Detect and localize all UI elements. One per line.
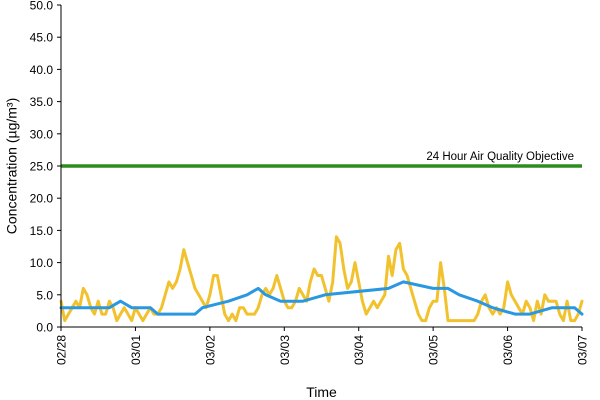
y-tick-label: 35.0 [30,95,54,109]
x-tick-label: 03/07 [576,335,590,365]
y-tick-label: 30.0 [30,127,54,141]
x-tick-label: 03/02 [203,335,217,365]
y-tick-label: 0.0 [36,321,53,335]
y-tick-label: 25.0 [30,160,54,174]
y-axis-title: Concentration (µg/m³) [4,98,20,234]
x-tick-label: 03/05 [427,335,441,365]
y-tick-label: 15.0 [30,224,54,238]
y-tick-label: 45.0 [30,31,54,45]
air-quality-objective-label: 24 Hour Air Quality Objective [426,151,574,163]
x-axis-title: Time [306,384,337,400]
series-line-2 [59,280,584,316]
y-tick-label: 5.0 [36,288,53,302]
y-tick-label: 20.0 [30,192,54,206]
x-tick-label: 03/06 [501,335,515,365]
y-axis-ticks: 0.0 5.0 10.0 15.0 20.0 25.0 30.0 35.0 40.0 45.0 50… [30,0,61,335]
x-tick-label: 03/03 [278,335,292,365]
series-group [59,235,584,323]
x-tick-label: 02/28 [55,335,69,365]
x-axis-ticks: 02/28 03/01 03/02 03/03 03/04 03/05 03/06 03/07 [55,327,590,365]
y-tick-label: 10.0 [30,256,54,270]
y-tick-label: 40.0 [30,63,54,77]
y-tick-label: 50.0 [30,0,54,13]
x-tick-label: 03/01 [129,335,143,365]
x-tick-label: 03/04 [352,335,366,365]
